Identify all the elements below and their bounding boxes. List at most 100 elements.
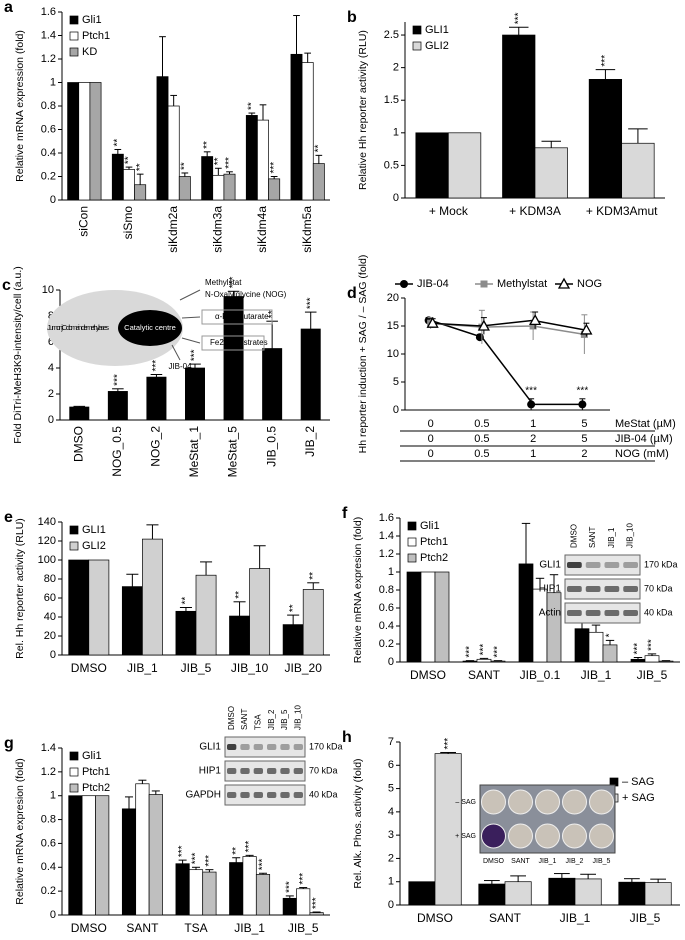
legend-swatch: [69, 525, 79, 535]
significance: **: [179, 162, 190, 170]
y-tick-label: 6: [48, 336, 54, 348]
y-tick-label: 0: [50, 649, 56, 661]
bar: [212, 174, 225, 201]
bar: [282, 624, 304, 656]
x-tick-label: siSmo: [121, 206, 135, 240]
catalytic-shape: [118, 310, 182, 346]
legend-marker: [400, 280, 408, 288]
legend-marker: [480, 280, 488, 288]
lane-label: JIB_2: [267, 709, 276, 730]
x-row-label: NOG (mM): [615, 448, 669, 460]
y-tick-label: 0: [50, 194, 56, 206]
x-tick-label: JIB_1: [234, 921, 265, 935]
legend-swatch: [407, 537, 417, 547]
y-tick-label: 1: [388, 876, 394, 888]
bar: [504, 881, 532, 906]
x-tick-label: JIB_1: [560, 911, 591, 925]
x-tick-label: 0.5: [474, 448, 489, 460]
significance: ***: [443, 738, 454, 750]
bar: [229, 862, 244, 916]
significance: *: [605, 633, 616, 637]
legend-label: GLI2: [82, 540, 106, 552]
x-tick-label: 0.5: [474, 418, 489, 430]
bar: [574, 878, 602, 906]
y-tick-label: 5: [388, 782, 394, 794]
bar: [229, 615, 250, 656]
y-tick-label: 2: [48, 388, 54, 400]
x-row-label: MeStat (µM): [615, 418, 676, 430]
well: [589, 823, 614, 849]
well: [535, 823, 560, 849]
blot-band: [623, 562, 638, 568]
legend-label: NOG: [577, 278, 602, 290]
well: [481, 789, 506, 815]
panel-label: b: [347, 9, 357, 26]
bar: [282, 897, 297, 916]
blot-band: [253, 792, 263, 798]
bar: [420, 571, 436, 663]
x-tick-label: + KDM3Amut: [586, 204, 658, 218]
y-axis-label: Rel. Hh reporter activity (RLU): [14, 518, 26, 659]
y-tick-label: 1.2: [379, 548, 394, 560]
lane-label: JIB_10: [293, 705, 302, 730]
x-tick-label: siCon: [77, 206, 91, 237]
legend-label: JIB-04: [417, 278, 449, 290]
y-axis-label: Relative mRNA expression (fold): [14, 30, 26, 182]
significance: **: [308, 572, 319, 580]
blot-band: [567, 610, 582, 616]
bar: [312, 163, 325, 201]
y-tick-label: 20: [44, 630, 56, 642]
bar: [242, 856, 257, 916]
y-axis-label: Fold DiTri-MeH3K9-intensity/cell (a.u.): [12, 266, 24, 444]
legend-label: GLI1: [82, 524, 106, 536]
y-tick-label: 100: [38, 554, 56, 566]
significance: **: [112, 139, 123, 147]
significance: **: [135, 163, 146, 171]
y-tick-label: 0.4: [41, 147, 56, 159]
y-tick-label: 0.4: [41, 861, 56, 873]
bar: [408, 881, 436, 906]
legend-swatch: [407, 521, 417, 531]
lane-label: JIB_5: [280, 709, 289, 730]
significance: ***: [204, 855, 215, 867]
blot-band: [280, 768, 290, 774]
bar: [618, 881, 646, 906]
inset-pointer: [179, 289, 201, 301]
y-tick-label: 0: [388, 899, 394, 911]
significance: ***: [244, 841, 255, 853]
bar: [630, 658, 646, 663]
y-tick-label: 2.5: [384, 29, 399, 41]
inset-label: N-Oxalylglycine (NOG): [205, 290, 287, 299]
bar: [257, 119, 269, 201]
point: [426, 316, 439, 328]
well: [562, 789, 587, 815]
size-label: 40 kDa: [644, 607, 673, 617]
blot-strip: [564, 578, 641, 600]
panel-label: d: [347, 285, 357, 302]
bar: [478, 883, 506, 906]
inset-label: Fe2+ substrates: [210, 338, 268, 347]
y-tick-label: 120: [38, 535, 56, 547]
significance: ***: [600, 55, 611, 67]
bar: [490, 660, 506, 663]
y-tick-label: 1.4: [41, 742, 56, 754]
y-axis-label: Relative mRNA expresion (fold): [352, 517, 364, 663]
bar: [134, 184, 147, 201]
blot-band: [227, 744, 237, 750]
bar: [644, 655, 660, 663]
lane-label: TSA: [253, 714, 262, 730]
blot-band: [240, 768, 250, 774]
y-tick-label: 60: [44, 592, 56, 604]
panel-label: h: [342, 729, 352, 746]
legend-label: – SAG: [622, 776, 654, 788]
significance: ***: [177, 845, 188, 857]
y-tick-label: 0.6: [41, 837, 56, 849]
bar: [296, 888, 311, 916]
blot-band: [280, 744, 290, 750]
y-tick-label: 10: [387, 348, 399, 360]
legend-swatch: [69, 767, 79, 777]
inset-pointer: [171, 344, 181, 361]
lane-label: SANT: [240, 709, 249, 730]
blot-band: [227, 792, 237, 798]
x-tick-label: DMSO: [410, 668, 446, 682]
